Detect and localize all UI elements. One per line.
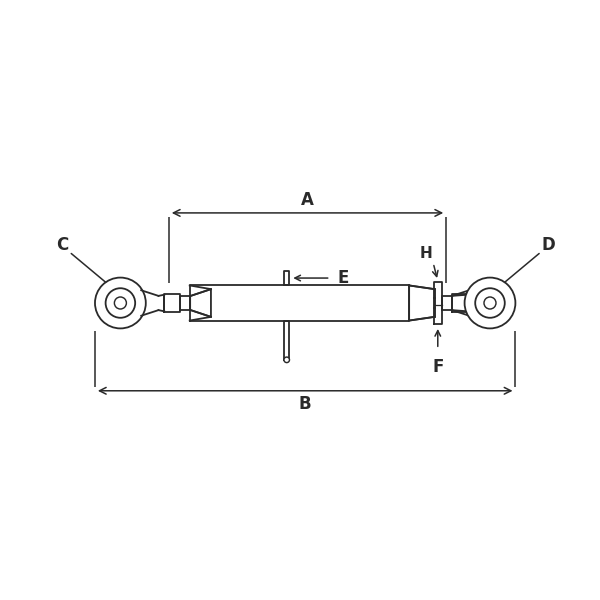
- Circle shape: [284, 357, 289, 362]
- Polygon shape: [190, 286, 409, 320]
- Polygon shape: [164, 294, 181, 312]
- Text: H: H: [420, 246, 433, 261]
- Circle shape: [95, 278, 146, 328]
- Polygon shape: [452, 294, 468, 312]
- Polygon shape: [409, 286, 434, 320]
- Polygon shape: [284, 320, 289, 360]
- Circle shape: [464, 278, 515, 328]
- Polygon shape: [434, 282, 442, 324]
- Polygon shape: [181, 296, 190, 310]
- Circle shape: [106, 288, 135, 318]
- Polygon shape: [284, 271, 289, 286]
- Text: A: A: [301, 191, 314, 209]
- Text: E: E: [338, 269, 349, 287]
- Circle shape: [475, 288, 505, 318]
- Text: C: C: [56, 236, 68, 254]
- Text: D: D: [541, 236, 555, 254]
- Circle shape: [484, 297, 496, 309]
- Circle shape: [115, 297, 127, 309]
- Polygon shape: [190, 289, 211, 317]
- Text: B: B: [299, 395, 311, 413]
- Polygon shape: [442, 296, 452, 310]
- Text: F: F: [432, 358, 443, 376]
